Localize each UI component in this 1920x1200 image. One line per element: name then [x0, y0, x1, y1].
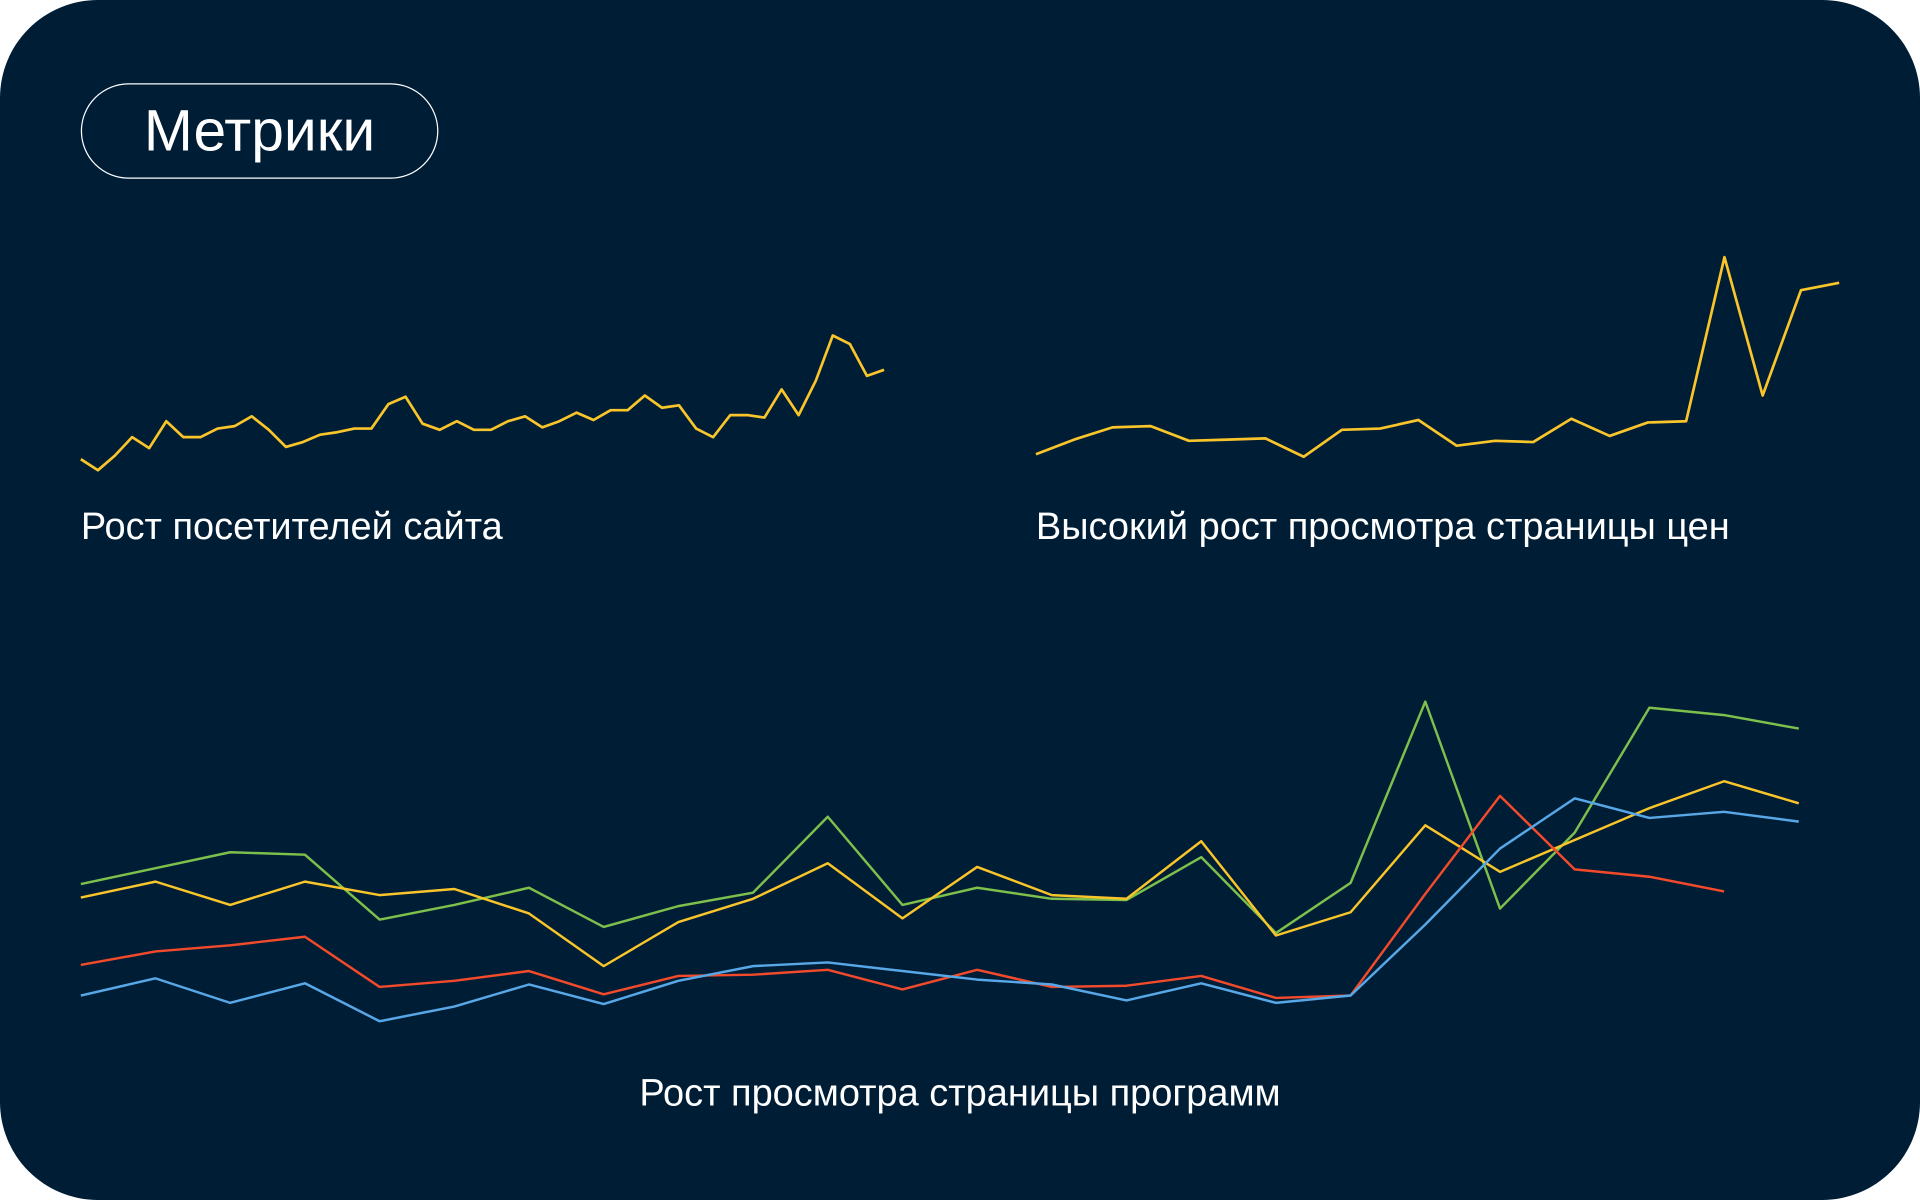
series-line-red — [80, 794, 1725, 1000]
series-line-yellow — [80, 780, 1800, 968]
pricing-chart-title: Высокий рост просмотра страницы цен — [1035, 504, 1730, 548]
metrics-title-badge: Метрики — [80, 83, 439, 179]
programs-chart-title: Рост просмотра страницы программ — [639, 1071, 1281, 1115]
series-line-blue — [80, 797, 1799, 1023]
series-line-green — [80, 700, 1799, 935]
series-line-visitors — [80, 334, 885, 472]
visitors-chart — [80, 334, 885, 472]
visitors-chart-title: Рост посетителей сайта — [80, 504, 503, 548]
pricing-views-chart — [1035, 255, 1840, 459]
series-line-pricing-views — [1035, 255, 1840, 459]
programs-views-chart — [80, 700, 1800, 1023]
